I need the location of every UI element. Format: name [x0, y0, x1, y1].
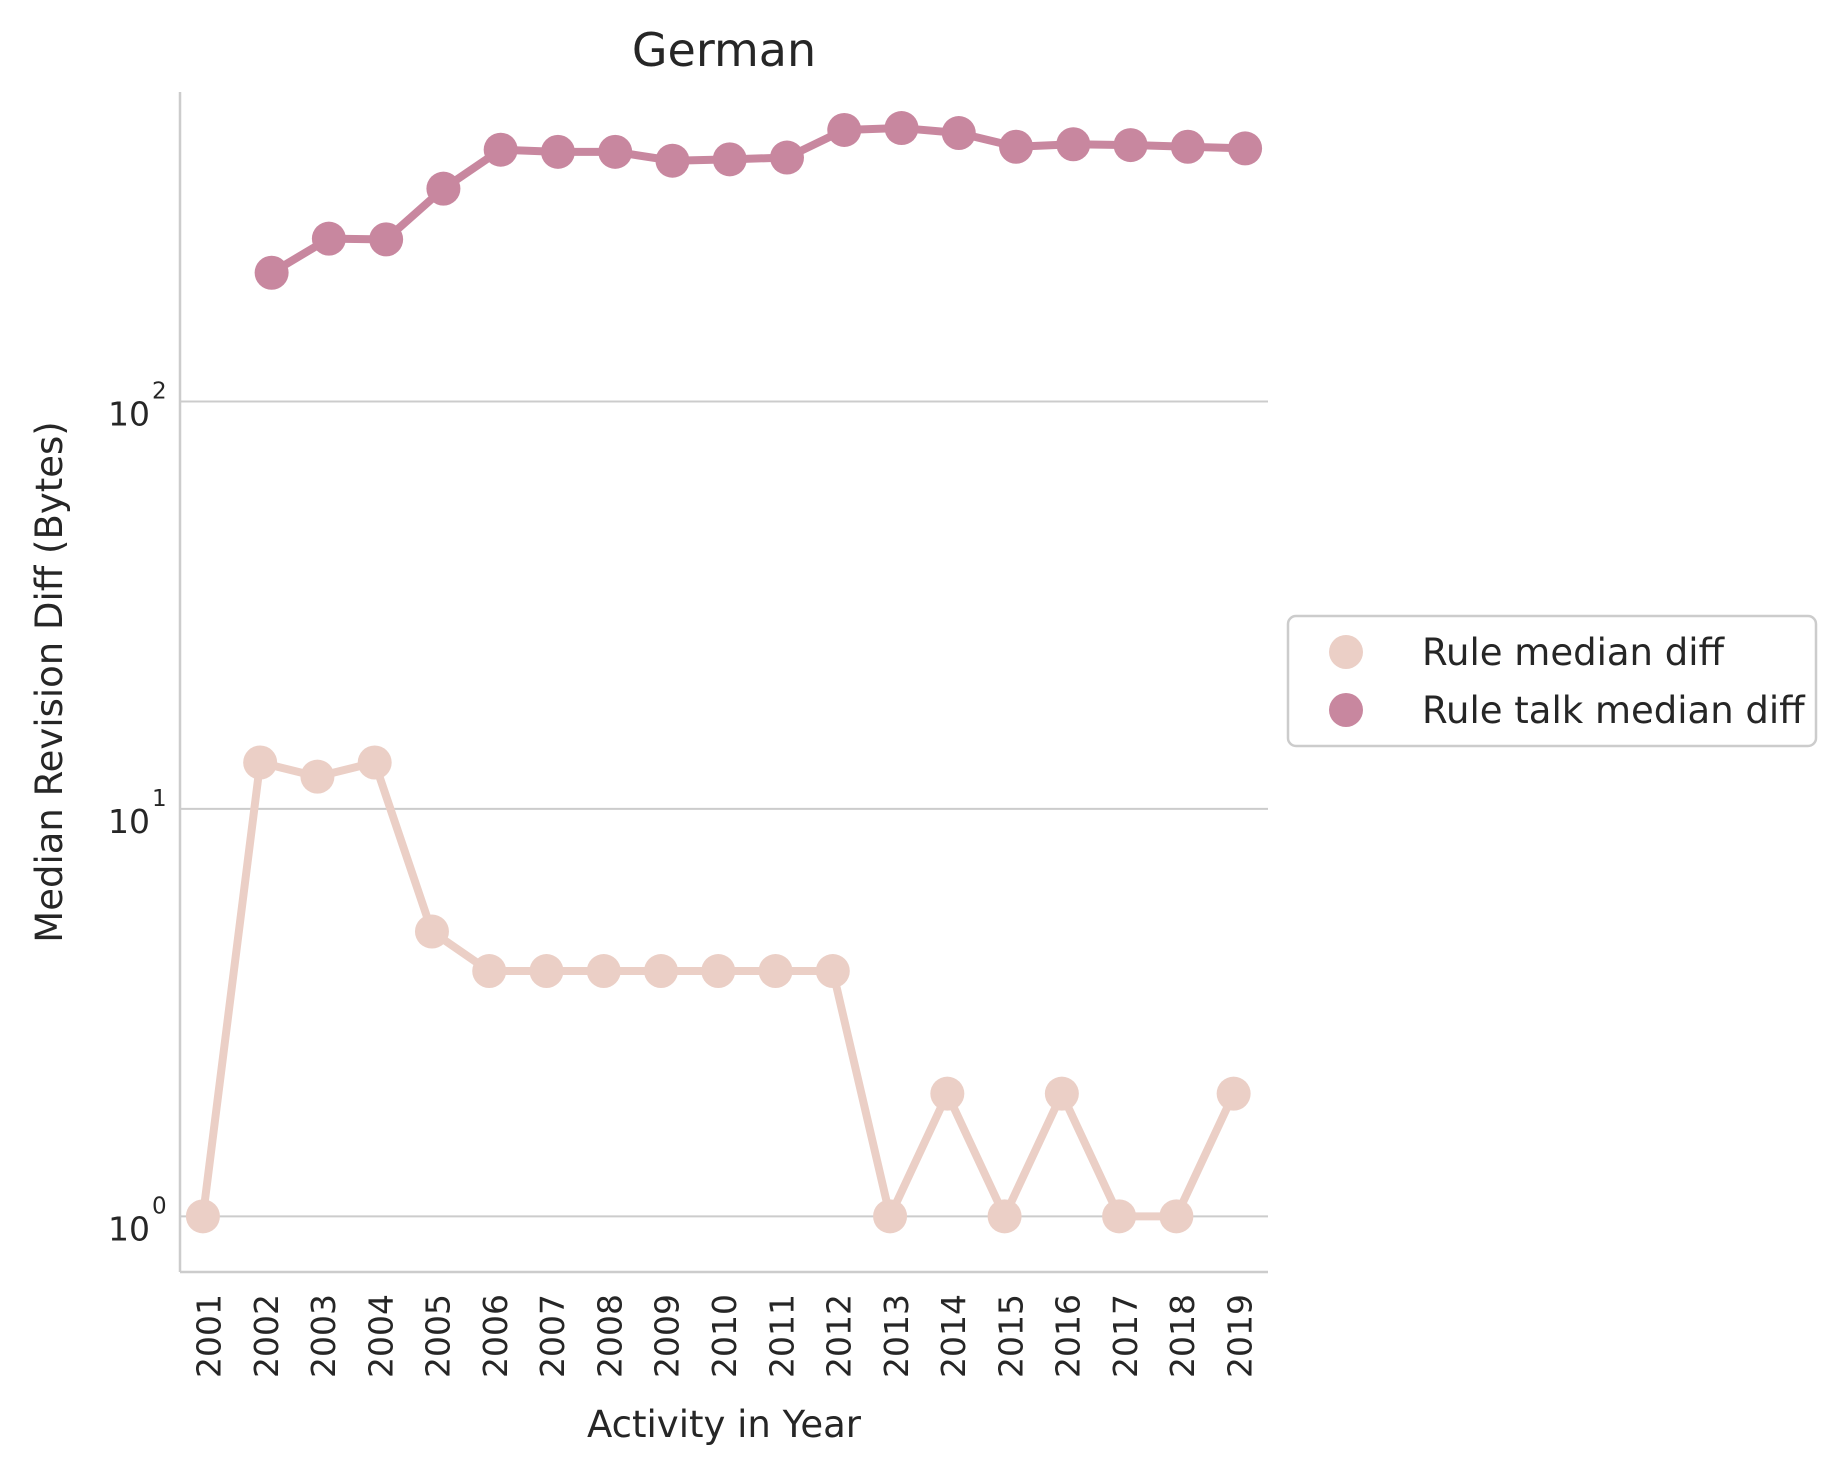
- data-point: [1216, 1076, 1251, 1111]
- x-tick-label: 2018: [1163, 1294, 1202, 1378]
- data-point: [1113, 128, 1148, 163]
- legend-label-rule-median-diff: Rule median diff: [1422, 631, 1726, 674]
- x-tick-label: 2004: [361, 1294, 400, 1378]
- data-point: [243, 745, 278, 780]
- data-point: [941, 116, 976, 151]
- data-point: [644, 954, 679, 989]
- y-tick-exponent: 2: [152, 378, 167, 404]
- data-point: [1044, 1076, 1079, 1111]
- data-point: [540, 134, 575, 169]
- data-point: [827, 112, 862, 147]
- x-tick-label: 2019: [1220, 1294, 1259, 1378]
- chart-title: German: [632, 23, 816, 77]
- data-point: [311, 221, 346, 256]
- y-tick-label: 10: [108, 394, 150, 433]
- data-point: [815, 954, 850, 989]
- data-point: [655, 143, 690, 178]
- x-tick-label: 2014: [934, 1294, 973, 1378]
- x-axis-label: Activity in Year: [587, 1403, 862, 1446]
- legend-marker-rule-talk-median-diff: [1329, 693, 1363, 727]
- data-point: [483, 132, 518, 167]
- legend-label-rule-talk-median-diff: Rule talk median diff: [1422, 689, 1806, 732]
- data-point: [1102, 1199, 1137, 1234]
- data-point: [1228, 131, 1263, 166]
- x-tick-label: 2015: [991, 1294, 1030, 1378]
- y-tick-exponent: 0: [152, 1193, 167, 1219]
- y-tick-label: 10: [108, 802, 150, 841]
- data-point: [873, 1199, 908, 1234]
- x-axis-ticks: 2001 2002 2003 2004 2005 2006 2007 2008 2009 2010…: [190, 1294, 1260, 1378]
- x-tick-label: 2003: [304, 1294, 343, 1378]
- data-point: [254, 255, 289, 290]
- legend-frame: [1286, 614, 1818, 748]
- data-point: [598, 134, 633, 169]
- legend-marker-rule-median-diff: [1329, 635, 1363, 669]
- y-axis-label: Median Revision Diff (Bytes): [28, 421, 71, 942]
- series-line: [267, 124, 1250, 277]
- series: [185, 111, 1263, 1234]
- data-point: [701, 954, 736, 989]
- grid: [180, 400, 1268, 1218]
- data-point: [426, 171, 461, 206]
- x-tick-label: 2007: [533, 1294, 572, 1378]
- data-point: [1159, 1199, 1194, 1234]
- data-point: [884, 111, 919, 146]
- data-point: [300, 759, 335, 794]
- legend: Rule median diff Rule talk median diff: [1286, 614, 1818, 748]
- x-tick-label: 2009: [648, 1294, 687, 1378]
- data-point: [758, 954, 793, 989]
- data-point: [1170, 129, 1205, 164]
- data-point: [414, 914, 449, 949]
- x-tick-label: 2002: [247, 1294, 286, 1378]
- data-point: [357, 745, 392, 780]
- data-point: [930, 1076, 965, 1111]
- x-tick-label: 2010: [705, 1294, 744, 1378]
- x-tick-label: 2013: [877, 1294, 916, 1378]
- data-point: [529, 954, 564, 989]
- series-line: [198, 758, 1238, 1221]
- data-point: [712, 142, 747, 177]
- data-point: [999, 129, 1034, 164]
- x-tick-label: 2016: [1049, 1294, 1088, 1378]
- data-point: [185, 1199, 220, 1234]
- x-tick-label: 2008: [590, 1294, 629, 1378]
- data-point: [1056, 127, 1091, 162]
- y-tick-label: 10: [108, 1209, 150, 1248]
- data-point: [369, 222, 404, 257]
- x-tick-label: 2011: [762, 1294, 801, 1378]
- data-point: [472, 954, 507, 989]
- y-tick-exponent: 1: [152, 786, 167, 812]
- series-1: [254, 111, 1263, 290]
- x-tick-label: 2001: [190, 1294, 229, 1378]
- data-point: [769, 140, 804, 175]
- data-point: [987, 1199, 1022, 1234]
- x-tick-label: 2005: [419, 1294, 458, 1378]
- data-point: [586, 954, 621, 989]
- series-0: [185, 745, 1251, 1234]
- x-tick-label: 2006: [476, 1294, 515, 1378]
- x-tick-label: 2012: [820, 1294, 859, 1378]
- x-tick-label: 2017: [1106, 1294, 1145, 1378]
